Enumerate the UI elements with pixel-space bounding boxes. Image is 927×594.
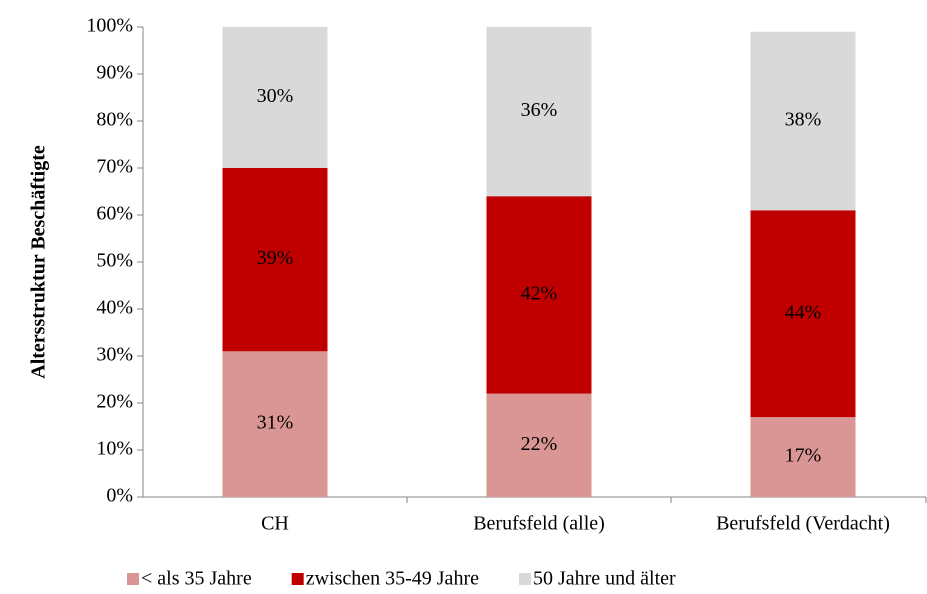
y-tick-label: 10% [96,438,133,460]
bar-segment [222,27,328,168]
bar-segment [222,168,328,352]
y-tick-label: 70% [96,156,133,178]
bar-segment [486,27,592,197]
value-label: 36% [521,99,558,121]
bar-segment [486,393,592,497]
bar-segment [222,351,328,497]
value-label: 22% [521,433,558,455]
y-tick-label: 100% [86,15,133,37]
bar-segment [750,210,856,418]
legend-label: zwischen 35-49 Jahre [306,568,479,590]
x-tick-label: Berufsfeld (Verdacht) [716,513,890,535]
y-tick-label: 60% [96,203,133,225]
value-label: 42% [521,282,558,304]
legend-swatch [127,573,139,585]
value-label: 31% [257,412,294,434]
legend-label: 50 Jahre und älter [533,568,676,590]
y-tick-label: 80% [96,109,133,131]
x-tick-label: CH [261,513,289,535]
y-tick-label: 0% [106,485,133,507]
value-label: 38% [785,109,822,131]
bar-segment [750,31,856,211]
value-label: 17% [785,445,822,467]
value-label: 39% [257,247,294,269]
value-label: 30% [257,85,294,107]
legend-label: < als 35 Jahre [141,568,252,590]
y-tick-label: 20% [96,391,133,413]
y-tick-label: 90% [96,62,133,84]
legend-swatch [518,573,531,585]
bar-segment [486,196,592,394]
y-axis-title: Altersstruktur Beschäftigte [28,145,50,379]
x-tick-label: Berufsfeld (alle) [473,513,605,535]
value-label: 44% [785,301,822,323]
y-tick-label: 50% [96,250,133,272]
y-tick-label: 30% [96,344,133,366]
y-tick-label: 40% [96,297,133,319]
legend-swatch [291,573,304,585]
bar-segment [750,417,856,497]
